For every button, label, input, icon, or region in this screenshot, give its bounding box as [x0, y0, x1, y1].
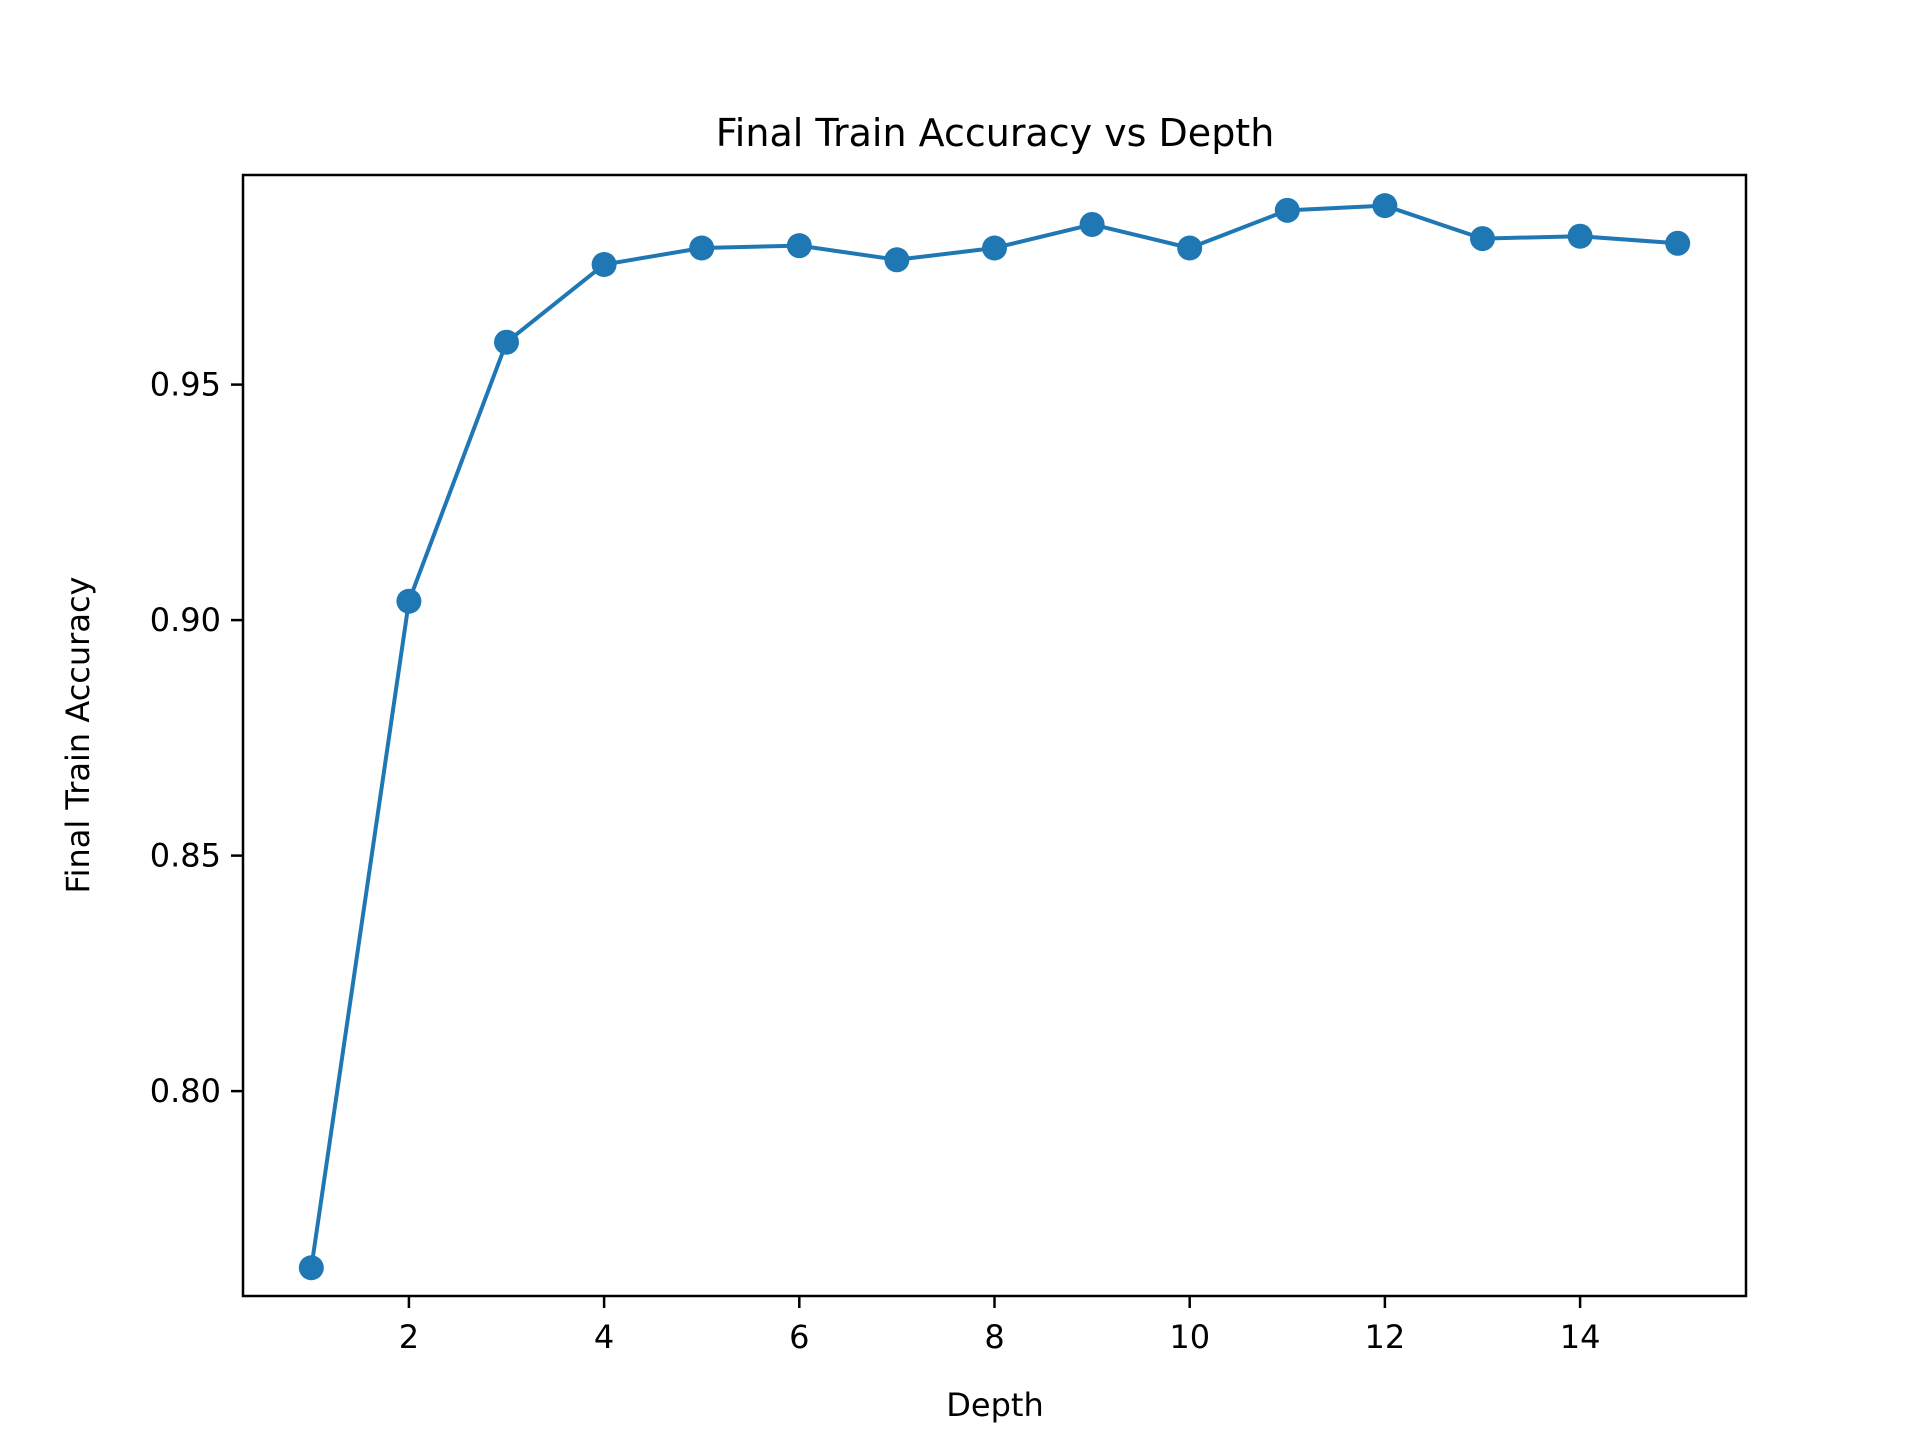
y-tick-label: 0.80 — [150, 1072, 221, 1110]
data-point — [1665, 230, 1691, 256]
data-point — [591, 251, 617, 277]
data-point — [1567, 223, 1593, 249]
data-point — [689, 235, 715, 261]
data-point — [1274, 197, 1300, 223]
data-point — [1469, 226, 1495, 252]
y-tick-label: 0.90 — [150, 601, 221, 639]
data-point — [494, 329, 520, 355]
plot-area: 2 4 6 8 10 12 14 0.80 0.85 0.90 0.95 — [150, 173, 1748, 1356]
x-tick-label: 14 — [1560, 1318, 1601, 1356]
data-point — [1177, 235, 1203, 261]
chart-title: Final Train Accuracy vs Depth — [716, 111, 1275, 155]
data-point — [298, 1255, 324, 1281]
series-layer — [298, 193, 1691, 1281]
data-point — [786, 233, 812, 259]
data-point — [396, 588, 422, 614]
x-axis-ticks: 2 4 6 8 10 12 14 — [399, 1296, 1601, 1356]
data-point — [884, 247, 910, 273]
x-tick-label: 10 — [1169, 1318, 1210, 1356]
y-axis-ticks: 0.80 0.85 0.90 0.95 — [150, 366, 243, 1110]
data-point — [982, 235, 1007, 261]
x-axis-label: Depth — [946, 1386, 1043, 1424]
y-axis-label: Final Train Accuracy — [59, 577, 97, 894]
y-tick-label: 0.85 — [150, 837, 221, 875]
x-tick-label: 6 — [789, 1318, 809, 1356]
data-point — [1079, 211, 1105, 237]
data-point — [1372, 193, 1398, 219]
y-tick-label: 0.95 — [150, 366, 221, 404]
x-tick-label: 12 — [1365, 1318, 1406, 1356]
x-tick-label: 8 — [984, 1318, 1004, 1356]
x-tick-label: 4 — [594, 1318, 614, 1356]
x-tick-label: 2 — [399, 1318, 419, 1356]
